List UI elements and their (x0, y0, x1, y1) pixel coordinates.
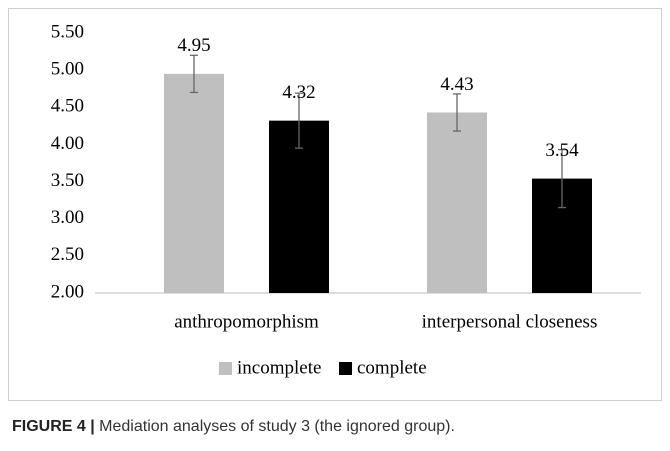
data-label: 3.54 (545, 140, 579, 161)
y-tick-label: 5.00 (51, 59, 84, 80)
y-tick-label: 2.50 (51, 244, 84, 265)
y-tick-label: 4.00 (51, 133, 84, 154)
error-bar (190, 54, 198, 94)
caption: FIGURE 4 | Mediation analyses of study 3… (12, 418, 455, 436)
data-label: 4.95 (177, 35, 210, 56)
legend-label: incomplete (237, 357, 321, 378)
error-bar (453, 93, 461, 132)
error-bar (558, 148, 566, 209)
data-label: 4.43 (440, 74, 473, 95)
data-label: 4.32 (282, 82, 315, 103)
legend-swatch (219, 362, 232, 375)
y-tick-label: 2.00 (51, 281, 84, 302)
y-tick-label: 3.50 (51, 170, 84, 191)
chart: 2.00 2.50 3.00 3.50 4.00 4.50 5.00 5.50 anthropo… (8, 8, 662, 401)
chart-border (8, 8, 662, 401)
y-tick-label: 4.50 (51, 96, 84, 117)
y-tick-label: 3.00 (51, 207, 84, 228)
error-bar (295, 92, 303, 149)
x-tick-label: interpersonal closeness (422, 311, 598, 332)
legend-label: complete (357, 357, 427, 378)
caption-label: FIGURE 4 | (12, 418, 95, 435)
bar (427, 112, 487, 293)
legend-swatch (339, 362, 352, 375)
x-tick-label: anthropomorphism (174, 311, 319, 332)
caption-text: Mediation analyses of study 3 (the ignor… (99, 418, 455, 435)
y-tick-label: 5.50 (51, 21, 84, 42)
bar (269, 120, 329, 294)
bar (164, 73, 224, 293)
